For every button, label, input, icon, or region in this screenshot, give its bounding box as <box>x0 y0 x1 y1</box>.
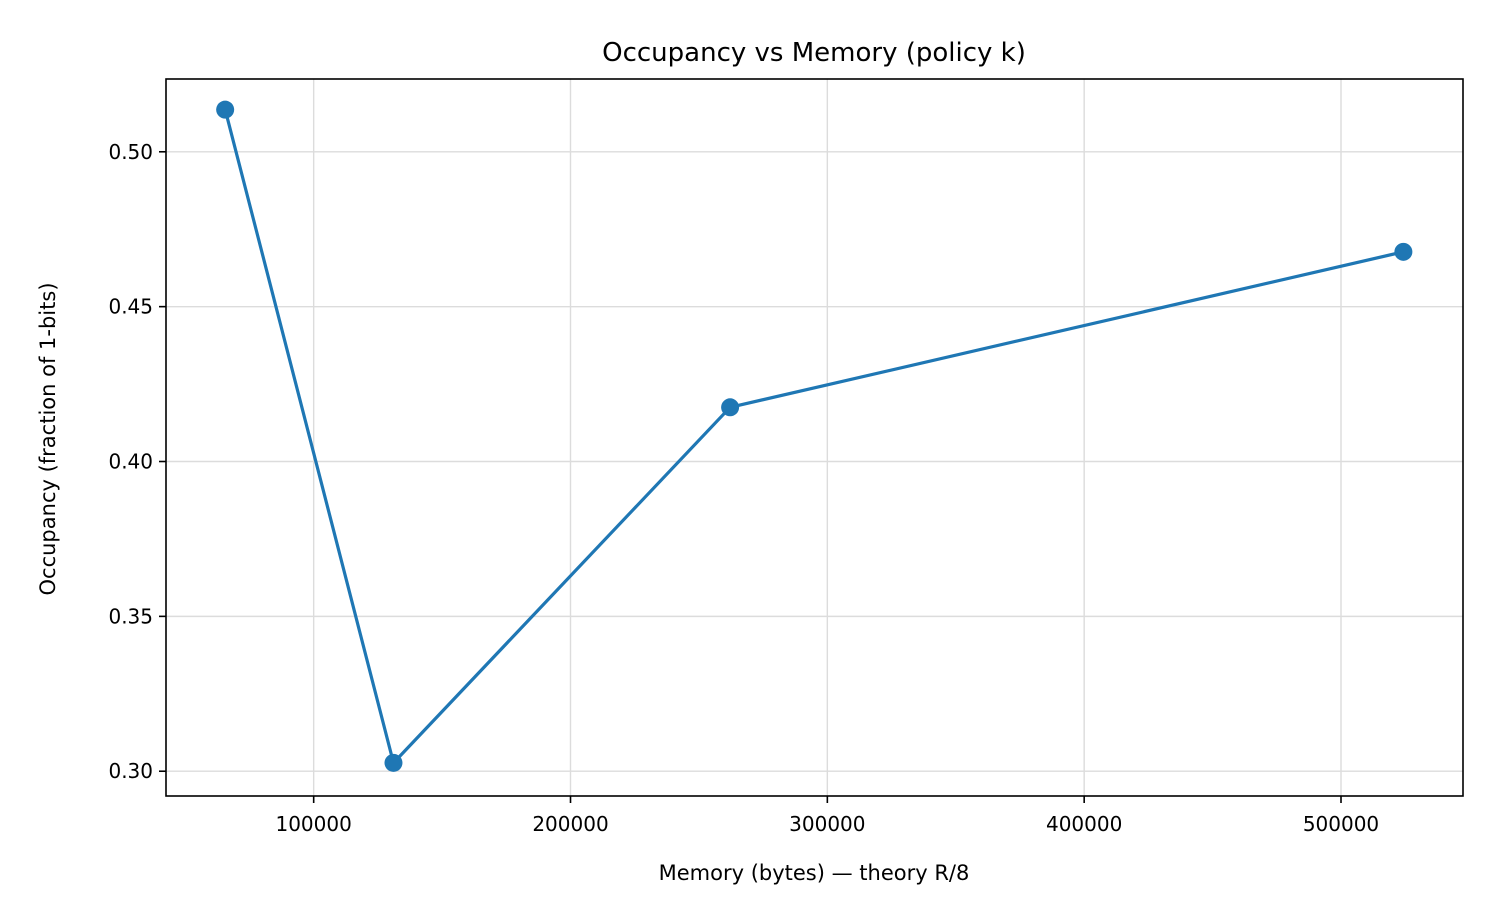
data-point <box>384 753 403 772</box>
x-tick-label: 400000 <box>1046 812 1122 836</box>
x-tick-label: 200000 <box>532 812 608 836</box>
x-axis-label: Memory (bytes) — theory R/8 <box>659 861 970 885</box>
y-tick-label: 0.40 <box>108 450 153 474</box>
x-tick-label: 300000 <box>789 812 865 836</box>
series-line <box>223 109 1404 765</box>
data-point <box>721 398 740 417</box>
x-tick-label: 500000 <box>1303 812 1379 836</box>
series-layer <box>216 100 1413 772</box>
grid-lines <box>166 79 1463 796</box>
y-tick-label: 0.50 <box>108 140 153 164</box>
y-axis-ticks: 0.30 0.35 0.40 0.45 0.50 <box>108 140 166 783</box>
y-tick-label: 0.45 <box>108 295 153 319</box>
x-axis-ticks: 100000 200000 300000 400000 500000 <box>275 796 1379 836</box>
chart-title: Occupancy vs Memory (policy k) <box>602 38 1026 68</box>
x-tick-label: 100000 <box>275 812 351 836</box>
y-tick-label: 0.30 <box>108 759 153 783</box>
data-point <box>1394 242 1413 261</box>
data-point <box>216 100 235 119</box>
y-tick-label: 0.35 <box>108 604 153 628</box>
plot-frame <box>165 78 1464 797</box>
y-axis-label: Occupancy (fraction of 1-bits) <box>36 282 60 595</box>
